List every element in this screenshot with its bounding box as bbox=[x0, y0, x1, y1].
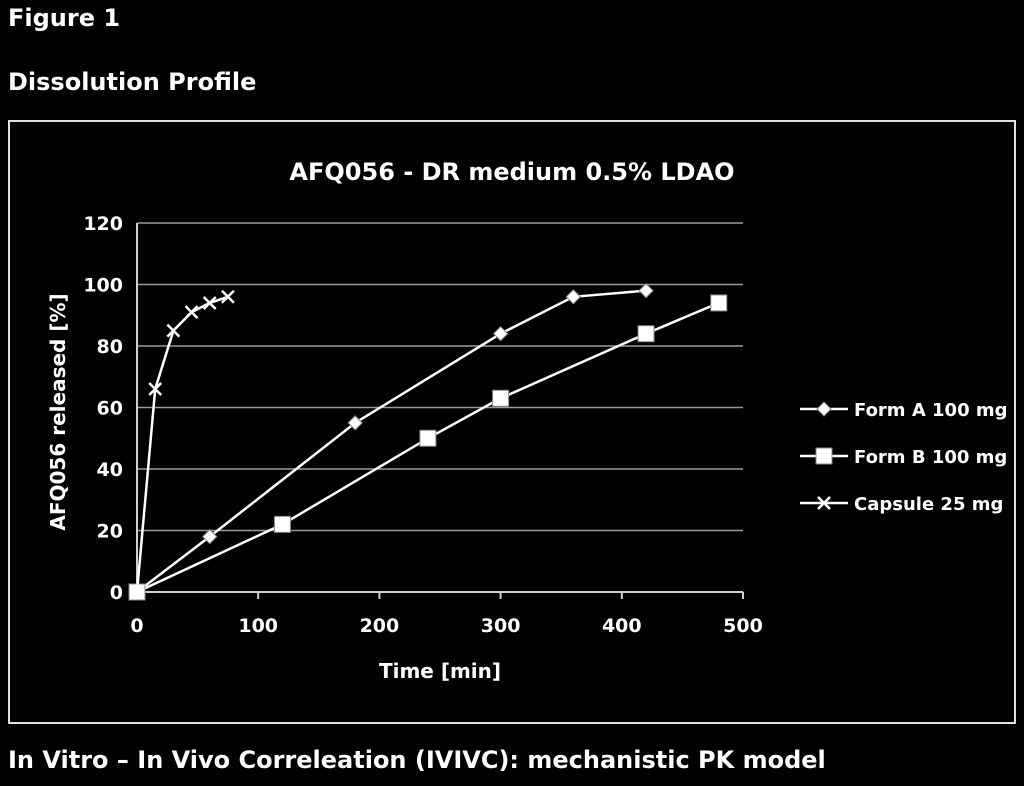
data-point-square bbox=[815, 447, 833, 465]
section-title: Dissolution Profile bbox=[8, 68, 257, 96]
legend-label: Form A 100 mg bbox=[854, 400, 1008, 421]
y-tick-label: 0 bbox=[110, 582, 123, 604]
x-tick-label: 300 bbox=[481, 615, 521, 637]
data-point-diamond bbox=[565, 289, 582, 305]
x-tick-label: 400 bbox=[602, 615, 642, 637]
data-point-diamond bbox=[638, 282, 654, 299]
data-point-square bbox=[637, 325, 655, 343]
data-point-square bbox=[492, 389, 510, 407]
axes bbox=[136, 223, 744, 599]
y-tick-label: 80 bbox=[97, 336, 123, 358]
y-axis-title: AFQ056 released [%] bbox=[46, 293, 70, 530]
legend-entry: Form A 100 mg bbox=[800, 400, 1008, 421]
legend-label: Capsule 25 mg bbox=[854, 494, 1003, 515]
series-line bbox=[136, 289, 647, 593]
series-x bbox=[130, 289, 235, 599]
data-point-diamond bbox=[347, 415, 363, 431]
data-point-x bbox=[166, 323, 181, 338]
data-point-x bbox=[817, 496, 831, 510]
legend-entry: Capsule 25 mg bbox=[800, 494, 1003, 515]
data-point-square bbox=[419, 429, 437, 447]
tick-labels: 0 20 40 60 80 100 120 0 100 200 300 400 500 bbox=[83, 213, 763, 637]
x-axis-title: Time [min] bbox=[379, 659, 501, 683]
chart-title: AFQ056 - DR medium 0.5% LDAO bbox=[289, 158, 734, 186]
y-tick-label: 40 bbox=[97, 459, 123, 481]
y-tick-label: 100 bbox=[83, 275, 123, 297]
legend: Form A 100 mg Form B 100 mg Capsule 25 mg bbox=[800, 400, 1008, 515]
series-line bbox=[135, 295, 229, 593]
series-diamond bbox=[129, 282, 654, 600]
data-point-x bbox=[184, 305, 199, 320]
gridlines bbox=[137, 222, 743, 532]
x-tick-label: 200 bbox=[360, 615, 400, 637]
series-line bbox=[136, 301, 720, 594]
x-tick-label: 100 bbox=[238, 615, 278, 637]
data-point-diamond bbox=[816, 401, 832, 417]
figure-label: Figure 1 bbox=[8, 4, 121, 32]
data-point-square bbox=[273, 515, 291, 533]
y-tick-label: 20 bbox=[97, 521, 123, 543]
x-tick-label: 500 bbox=[723, 615, 763, 637]
data-point-diamond bbox=[202, 528, 218, 545]
series bbox=[128, 282, 728, 601]
data-point-x bbox=[221, 289, 235, 304]
data-point-x bbox=[130, 585, 144, 599]
data-point-x bbox=[202, 296, 217, 310]
series-square bbox=[128, 294, 728, 601]
legend-label: Form B 100 mg bbox=[854, 447, 1007, 468]
footer-heading: In Vitro – In Vivo Correleation (IVIVC):… bbox=[8, 746, 826, 774]
data-point-square bbox=[710, 294, 728, 312]
y-tick-label: 60 bbox=[97, 398, 123, 420]
data-point-diamond bbox=[492, 325, 509, 342]
data-point-x bbox=[148, 382, 163, 396]
legend-entry: Form B 100 mg bbox=[800, 447, 1007, 468]
chart-container: AFQ056 - DR medium 0.5% LDAO 0 20 40 60 80 10… bbox=[8, 120, 1016, 724]
x-tick-label: 0 bbox=[130, 615, 143, 637]
y-tick-label: 120 bbox=[83, 213, 123, 235]
dissolution-chart: AFQ056 - DR medium 0.5% LDAO 0 20 40 60 80 10… bbox=[46, 158, 1008, 683]
